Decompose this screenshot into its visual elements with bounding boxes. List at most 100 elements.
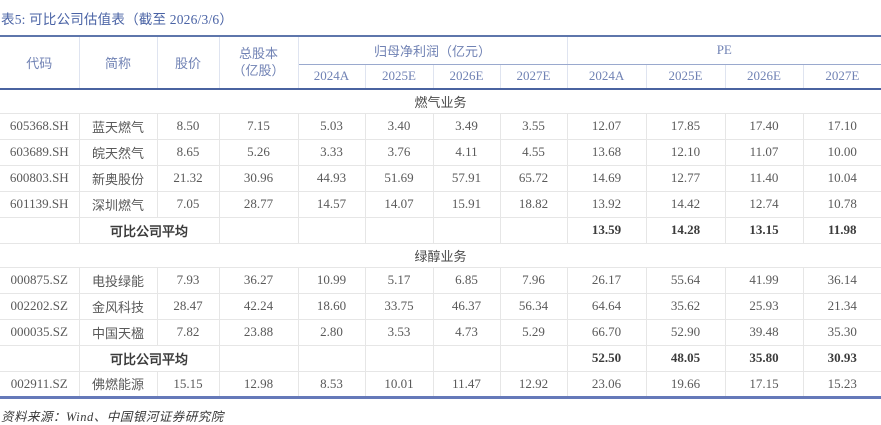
shares-header-line2: （亿股） [232, 62, 285, 78]
cell-shares: 36.27 [219, 267, 299, 294]
cell-pe-2026e: 25.93 [725, 293, 804, 320]
cell-empty [0, 345, 80, 372]
column-header-profit-2026e: 2026E [433, 64, 501, 90]
cell-profit-2026e: 15.91 [433, 191, 501, 218]
cell-code: 601139.SH [0, 191, 80, 218]
cell-code: 000035.SZ [0, 319, 80, 346]
cell-name: 佛燃能源 [79, 371, 158, 397]
average-label: 可比公司平均 [79, 345, 220, 372]
cell-empty [298, 345, 366, 372]
cell-pe-2027e: 10.78 [803, 191, 881, 218]
cell-profit-2024a: 14.57 [298, 191, 366, 218]
cell-pe-2024a: 12.07 [567, 113, 647, 140]
average-pe-2024a: 52.50 [567, 345, 647, 372]
cell-code: 603689.SH [0, 139, 80, 166]
cell-profit-2026e: 11.47 [433, 371, 501, 397]
cell-profit-2026e: 4.73 [433, 319, 501, 346]
average-pe-2026e: 13.15 [725, 217, 804, 244]
cell-shares: 28.77 [219, 191, 299, 218]
cell-pe-2027e: 10.00 [803, 139, 881, 166]
cell-price: 28.47 [157, 293, 220, 320]
cell-pe-2026e: 11.07 [725, 139, 804, 166]
table-row: 603689.SH 皖天然气 8.65 5.26 3.33 3.76 4.11 … [0, 139, 881, 166]
cell-pe-2027e: 36.14 [803, 267, 881, 294]
cell-pe-2025e: 52.90 [646, 319, 726, 346]
cell-pe-2025e: 19.66 [646, 371, 726, 397]
cell-profit-2025e: 33.75 [365, 293, 434, 320]
cell-price: 8.65 [157, 139, 220, 166]
cell-pe-2025e: 55.64 [646, 267, 726, 294]
cell-pe-2027e: 15.23 [827, 375, 857, 391]
column-group-net-profit: 归母净利润（亿元） [298, 36, 568, 65]
cell-profit-2024a: 8.53 [298, 371, 366, 397]
cell-profit-2027e: 12.92 [500, 371, 568, 397]
valuation-table: 代码 简称 股价 总股本 （亿股） 归母净利润（亿元） PE 2024A 202… [0, 35, 881, 399]
cell-empty [0, 217, 80, 244]
cell-shares: 5.26 [219, 139, 299, 166]
cell-pe-2025e: 17.85 [646, 113, 726, 140]
average-pe-2025e: 48.05 [646, 345, 726, 372]
cell-profit-2027e: 4.55 [500, 139, 568, 166]
cell-pe-2026e: 17.40 [725, 113, 804, 140]
cell-profit-2025e: 3.53 [365, 319, 434, 346]
cell-pe-2025e: 35.62 [646, 293, 726, 320]
cell-profit-2026e: 46.37 [433, 293, 501, 320]
cell-empty [500, 217, 568, 244]
column-header-price: 股价 [157, 36, 220, 90]
table-body: 燃气业务 605368.SH 蓝天燃气 8.50 7.15 5.03 3.40 … [0, 89, 881, 397]
average-row-methanol: 可比公司平均 52.50 48.05 35.80 30.93 [0, 345, 881, 372]
column-header-pe-2025e: 2025E [646, 64, 726, 90]
cell-pe-2026e: 17.15 [725, 371, 804, 397]
cell-pe-2025e: 14.42 [646, 191, 726, 218]
cell-price: 8.50 [157, 113, 220, 140]
page-title: 表5: 可比公司估值表（截至 2026/3/6） [1, 12, 234, 27]
cell-pe-2024a: 14.69 [567, 165, 647, 192]
cell-pe-2024a: 64.64 [567, 293, 647, 320]
column-header-name: 简称 [79, 36, 158, 90]
cell-empty [365, 345, 434, 372]
cell-pe-2026e: 41.99 [725, 267, 804, 294]
cell-profit-2024a: 3.33 [298, 139, 366, 166]
cell-code: 605368.SH [0, 113, 80, 140]
cell-pe-2025e: 12.77 [646, 165, 726, 192]
cell-pe-2024a: 26.17 [567, 267, 647, 294]
cell-profit-2025e: 3.40 [365, 113, 434, 140]
average-pe-2026e: 35.80 [725, 345, 804, 372]
cell-pe-2024a: 13.68 [567, 139, 647, 166]
column-header-pe-2026e: 2026E [725, 64, 804, 90]
cell-empty [433, 345, 501, 372]
cell-name: 金风科技 [79, 293, 158, 320]
cell-price: 21.32 [157, 165, 220, 192]
cell-shares: 7.15 [219, 113, 299, 140]
cell-shares: 23.88 [219, 319, 299, 346]
cell-profit-2024a: 5.03 [298, 113, 366, 140]
cell-name: 电投绿能 [79, 267, 158, 294]
cell-profit-2026e: 6.85 [433, 267, 501, 294]
cell-empty [219, 217, 299, 244]
cell-price: 7.93 [157, 267, 220, 294]
cell-code: 000875.SZ [0, 267, 80, 294]
average-pe-2024a: 13.59 [567, 217, 647, 244]
cell-profit-2027e: 5.29 [500, 319, 568, 346]
cell-price: 15.15 [157, 371, 220, 397]
cell-price: 7.05 [157, 191, 220, 218]
section-label: 绿醇业务 [0, 243, 881, 268]
cell-pe-2026e: 11.40 [725, 165, 804, 192]
average-label: 可比公司平均 [79, 217, 220, 244]
section-row-gas: 燃气业务 [0, 89, 881, 114]
cell-profit-2025e: 10.01 [365, 371, 434, 397]
table-header: 代码 简称 股价 总股本 （亿股） 归母净利润（亿元） PE 2024A 202… [0, 36, 881, 90]
cell-profit-2027e: 3.55 [500, 113, 568, 140]
column-header-profit-2025e: 2025E [365, 64, 434, 90]
cell-code: 002202.SZ [0, 293, 80, 320]
table-row: 002202.SZ 金风科技 28.47 42.24 18.60 33.75 4… [0, 293, 881, 320]
column-header-profit-2027e: 2027E [500, 64, 568, 90]
table-row: 000875.SZ 电投绿能 7.93 36.27 10.99 5.17 6.8… [0, 267, 881, 294]
cell-price: 7.82 [157, 319, 220, 346]
header-year-row: 2024A 2025E 2026E 2027E 2024A 2025E 2026… [0, 64, 881, 90]
cell-name: 深圳燃气 [79, 191, 158, 218]
cell-name: 中国天楹 [79, 319, 158, 346]
cell-profit-2027e: 18.82 [500, 191, 568, 218]
table-row: 600803.SH 新奥股份 21.32 30.96 44.93 51.69 5… [0, 165, 881, 192]
